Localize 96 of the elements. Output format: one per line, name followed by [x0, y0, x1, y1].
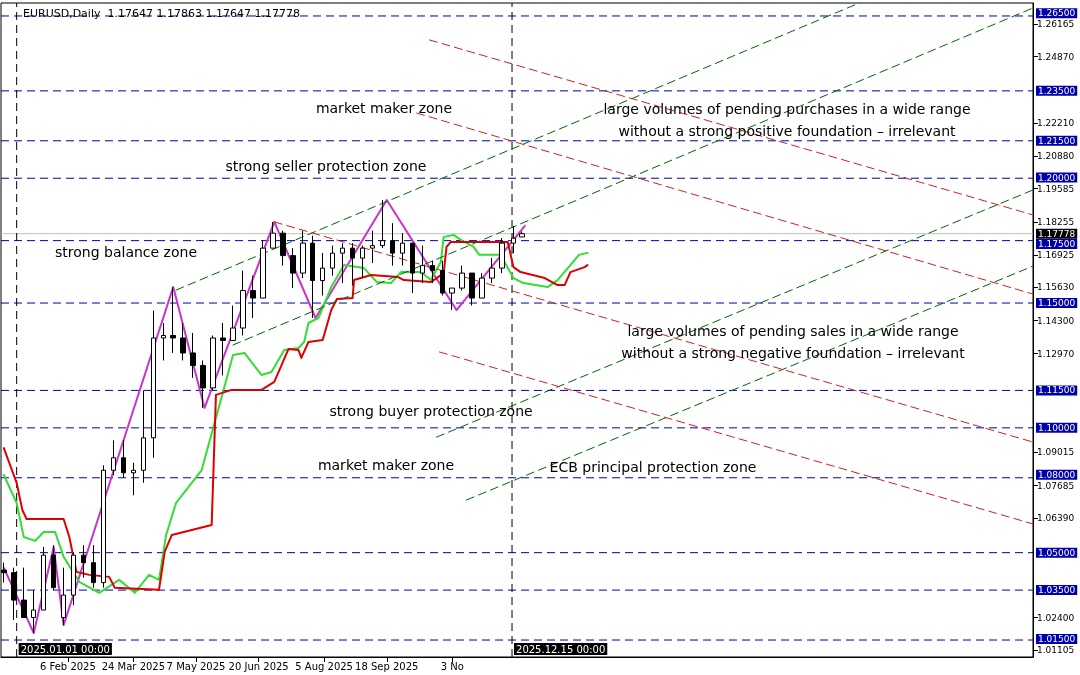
annotation: strong seller protection zone: [225, 158, 427, 174]
candlestick: [459, 265, 465, 292]
ref-line-label: 1.26500: [1038, 8, 1076, 19]
candlestick: [390, 222, 395, 267]
y-tick-label: 1.01105: [1037, 644, 1075, 655]
annotation: strong balance zone: [55, 244, 197, 260]
candlestick: [440, 260, 445, 297]
x-tick-label: 24 Mar 2025: [101, 660, 166, 672]
candlestick: [101, 464, 106, 589]
candlestick: [170, 286, 176, 354]
y-tick-label: 1.12970: [1037, 348, 1075, 359]
candlestick: [469, 272, 475, 307]
annotation: market maker zone: [315, 100, 453, 116]
ref-line-label: 1.11500: [1038, 385, 1076, 396]
ref-line-label: 1.10000: [1038, 422, 1076, 433]
ref-line-label: 2025.12.15 00:00: [516, 643, 606, 655]
annotation: market maker zone: [317, 457, 455, 473]
candlestick: [61, 567, 66, 626]
candlestick: [31, 589, 36, 634]
candlestick: [151, 310, 156, 459]
candlestick: [300, 230, 306, 279]
y-tick-label: 1.22210: [1037, 118, 1075, 129]
candlestick: [141, 389, 146, 484]
candlestick: [310, 235, 315, 319]
y-tick-label: 1.19585: [1037, 183, 1075, 194]
y-tick-label: 1.07685: [1037, 480, 1075, 491]
candlestick: [111, 439, 116, 476]
ref-line-label: 1.17500: [1038, 238, 1076, 249]
annotation: large volumes of pending purchases in a wide range without a strong positive foundation – irrelevant: [603, 101, 971, 139]
annotation: large volumes of pending sales in a wide range without a strong negative foundation – irrelevant: [621, 323, 966, 361]
candlestick: [121, 439, 126, 479]
candlestick: [220, 322, 226, 376]
candlestick: [290, 247, 296, 289]
candlestick: [519, 231, 525, 238]
candlestick: [400, 232, 405, 267]
y-tick-label: 1.24870: [1037, 51, 1075, 62]
candlestick: [320, 252, 325, 297]
chart-title: EURUSD,Daily 1.17647 1.17863 1.17647 1.17778: [23, 7, 300, 20]
y-tick-label: 1.15630: [1037, 282, 1075, 293]
y-tick-label: 1.09015: [1037, 447, 1075, 458]
candlestick: [489, 257, 495, 284]
candlestick: [51, 544, 56, 591]
candlestick: [449, 287, 455, 311]
y-tick-label: 1.26165: [1037, 19, 1075, 30]
candlestick: [210, 334, 216, 391]
annotation: strong buyer protection zone: [329, 403, 533, 419]
y-tick-label: 1.16925: [1037, 249, 1075, 260]
candlestick: [350, 242, 355, 287]
candlestick: [410, 242, 415, 294]
ref-line-label: 1.17778: [1038, 228, 1076, 239]
x-tick-label: 18 Sep 2025: [355, 660, 419, 672]
ref-line-label: 1.20000: [1038, 172, 1076, 183]
candlestick: [41, 546, 46, 611]
candlestick: [420, 245, 425, 284]
y-tick-label: 1.20880: [1037, 151, 1075, 162]
x-tick-label: 3 No: [440, 660, 464, 672]
candlestick: [190, 332, 196, 379]
candlestick: [250, 275, 256, 319]
candlestick: [91, 544, 96, 589]
ref-line-label: 1.08000: [1038, 469, 1076, 480]
x-tick-label: 7 May 2025: [166, 660, 226, 672]
candlestick: [370, 230, 375, 264]
y-tick-label: 1.18255: [1037, 216, 1075, 227]
candlestick: [260, 240, 266, 299]
annotation: ECB principal protection zone: [549, 459, 757, 475]
candlestick: [340, 242, 345, 284]
candlestick: [161, 322, 166, 361]
ref-line-label: 1.21500: [1038, 135, 1076, 146]
candlestick: [200, 359, 206, 409]
candlestick: [360, 245, 365, 279]
candlestick: [430, 260, 435, 284]
candlestick: [180, 322, 186, 361]
x-tick-label: 5 Aug 2025: [295, 660, 353, 672]
ref-line-label: 1.03500: [1038, 585, 1076, 596]
x-tick-label: 6 Feb 2025: [39, 660, 96, 672]
candlestick: [71, 552, 76, 606]
candlestick: [280, 230, 286, 267]
candlestick: [240, 270, 246, 336]
candlestick: [499, 237, 505, 274]
ref-line-label: 2025.01.01 00:00: [20, 643, 110, 655]
ref-line-label: 1.01500: [1038, 633, 1076, 644]
ref-line-label: 1.15000: [1038, 298, 1076, 309]
y-tick-label: 1.06390: [1037, 512, 1075, 523]
ref-line-label: 1.23500: [1038, 85, 1076, 96]
candlestick: [380, 199, 385, 249]
candlestick: [81, 544, 86, 579]
x-tick-label: 20 Jun 2025: [228, 660, 289, 672]
candlestick: [330, 245, 335, 277]
candlestick: [230, 305, 236, 341]
candlestick: [270, 221, 276, 249]
candlestick: [131, 462, 136, 496]
y-tick-label: 1.14300: [1037, 315, 1075, 326]
y-tick-label: 1.02400: [1037, 612, 1075, 623]
ref-line-label: 1.05000: [1038, 547, 1076, 558]
candlestick: [479, 272, 485, 299]
candlestick: [21, 567, 27, 619]
